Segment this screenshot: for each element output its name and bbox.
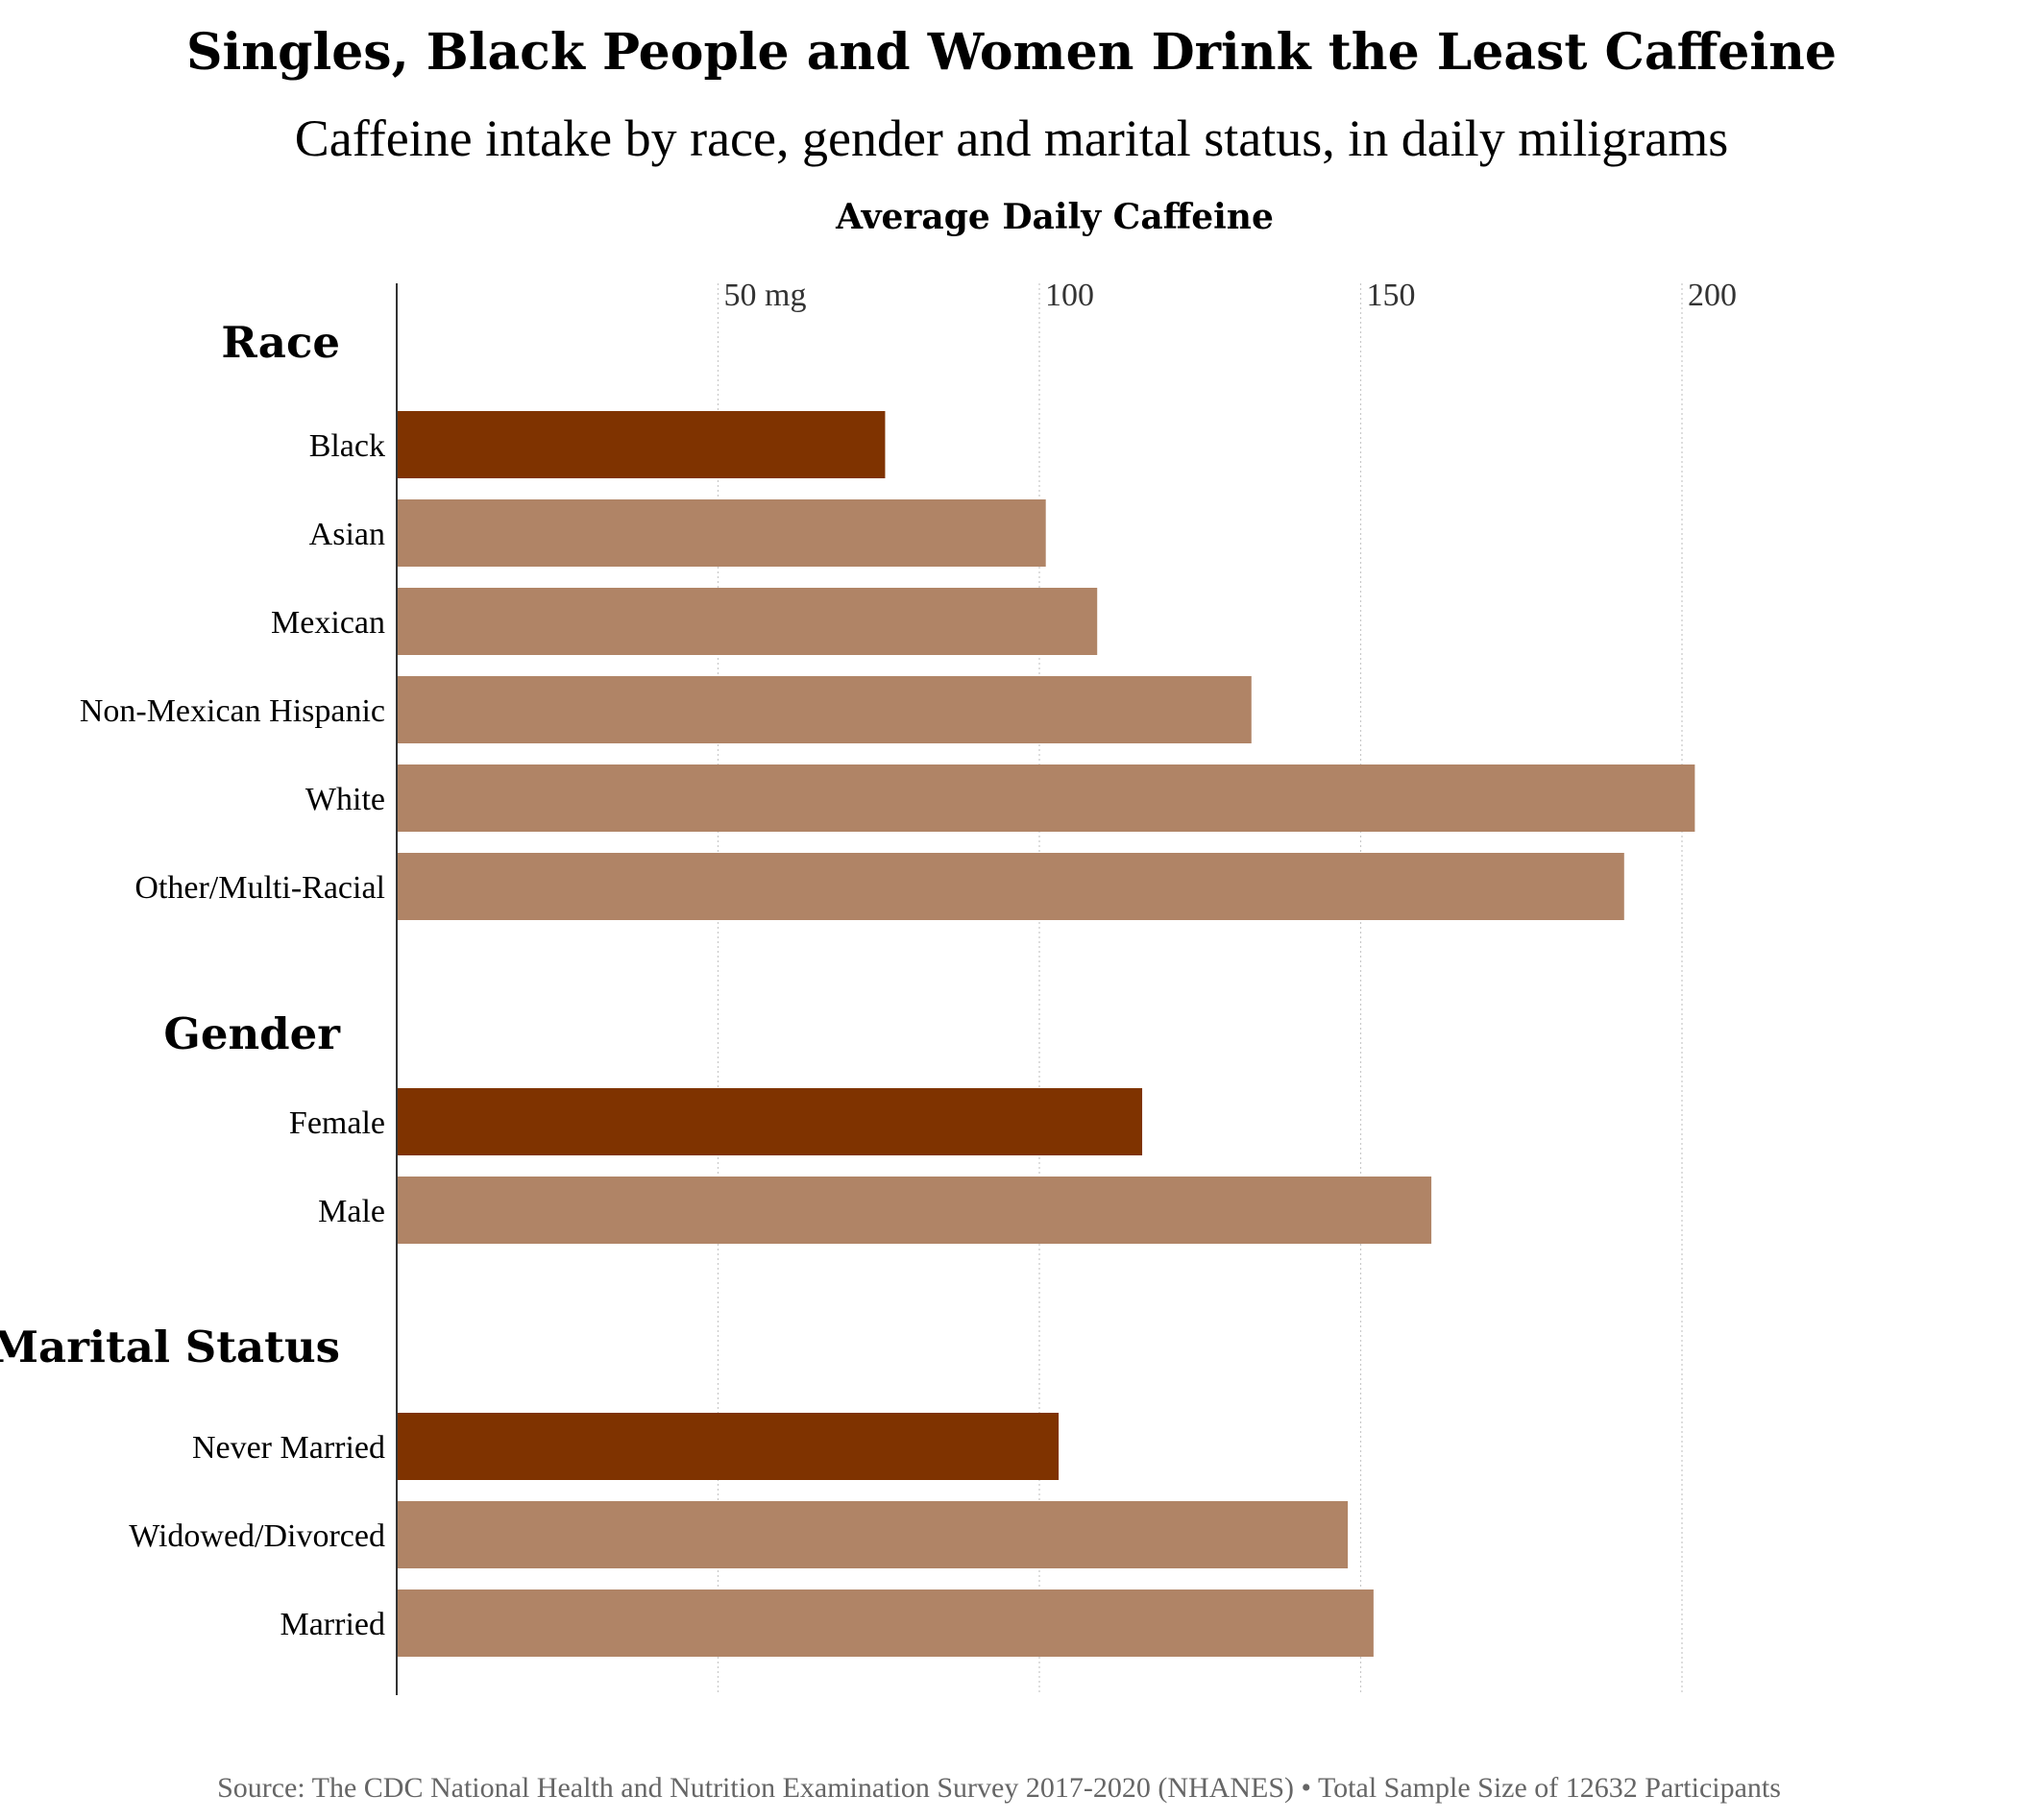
category-label: Mexican [271, 605, 385, 641]
group-label: Race [221, 317, 340, 368]
group-label: Marital Status [0, 1322, 340, 1372]
category-label: Never Married [192, 1430, 385, 1466]
category-label: Other/Multi-Racial [134, 870, 385, 906]
bar [398, 1413, 1060, 1480]
bar [398, 588, 1098, 655]
category-label: Widowed/Divorced [129, 1518, 385, 1554]
category-label: Male [318, 1194, 385, 1229]
bars [398, 411, 1695, 1657]
category-label: Female [289, 1105, 385, 1141]
gridlines [717, 283, 1683, 1695]
x-tick-label: 150 [1367, 278, 1416, 313]
category-label: Non-Mexican Hispanic [80, 693, 385, 729]
chart-subtitle: Caffeine intake by race, gender and mari… [295, 109, 1729, 167]
source-note: Source: The CDC National Health and Nutr… [217, 1772, 1781, 1804]
bar [398, 1501, 1349, 1568]
category-label: Married [280, 1607, 385, 1642]
category-labels: Race Black Asian Mexican Non-Mexican Hispani… [0, 317, 385, 1642]
x-tick-label: 200 [1688, 278, 1737, 313]
bar [398, 1177, 1432, 1244]
category-label: Black [309, 428, 385, 464]
x-axis-title: Average Daily Caffeine [835, 197, 1274, 237]
bar [398, 1589, 1374, 1657]
category-label: Asian [309, 517, 385, 552]
chart-title: Singles, Black People and Women Drink th… [186, 23, 1837, 82]
bar [398, 411, 886, 478]
x-tick-label: 100 [1045, 278, 1094, 313]
bar [398, 676, 1252, 743]
bar [398, 764, 1695, 832]
x-tick-label: 50 mg [724, 278, 807, 313]
category-label: White [305, 782, 385, 817]
bar [398, 1088, 1143, 1155]
x-axis-ticks: 50 mg 100 150 200 [724, 278, 1738, 313]
group-label: Gender [163, 1008, 341, 1059]
bar [398, 499, 1046, 567]
bar [398, 853, 1624, 920]
